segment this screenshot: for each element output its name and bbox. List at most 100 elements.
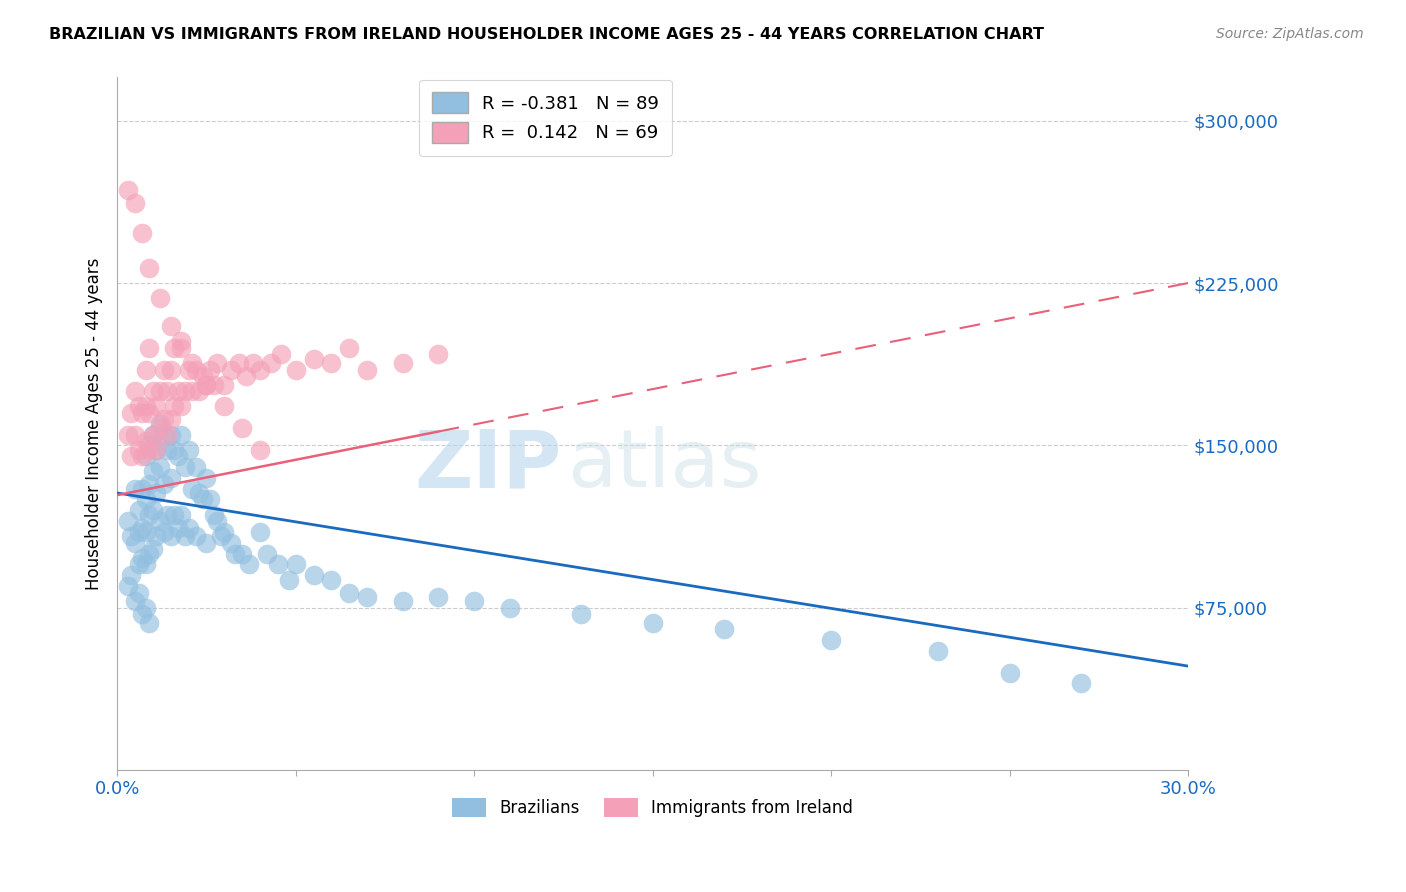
Point bbox=[131, 550, 153, 565]
Legend: Brazilians, Immigrants from Ireland: Brazilians, Immigrants from Ireland bbox=[446, 791, 859, 824]
Point bbox=[128, 503, 150, 517]
Point bbox=[184, 362, 207, 376]
Point bbox=[188, 384, 211, 399]
Point bbox=[198, 492, 221, 507]
Point bbox=[142, 464, 165, 478]
Point bbox=[167, 384, 190, 399]
Point bbox=[149, 417, 172, 431]
Point bbox=[156, 384, 179, 399]
Point bbox=[221, 535, 243, 549]
Point bbox=[820, 633, 842, 648]
Point bbox=[135, 434, 157, 448]
Point bbox=[117, 183, 139, 197]
Point bbox=[128, 442, 150, 457]
Point bbox=[174, 529, 197, 543]
Point bbox=[138, 341, 160, 355]
Point bbox=[135, 449, 157, 463]
Point bbox=[302, 351, 325, 366]
Point bbox=[191, 492, 214, 507]
Point bbox=[195, 377, 218, 392]
Point bbox=[138, 477, 160, 491]
Point bbox=[124, 482, 146, 496]
Point bbox=[156, 427, 179, 442]
Point bbox=[167, 520, 190, 534]
Point bbox=[149, 291, 172, 305]
Point bbox=[170, 334, 193, 349]
Text: ZIP: ZIP bbox=[415, 426, 561, 504]
Point bbox=[117, 427, 139, 442]
Point bbox=[121, 529, 143, 543]
Point bbox=[177, 362, 200, 376]
Point bbox=[202, 377, 225, 392]
Point bbox=[214, 524, 236, 539]
Point bbox=[228, 356, 250, 370]
Point bbox=[170, 427, 193, 442]
Point bbox=[121, 406, 143, 420]
Point bbox=[249, 524, 271, 539]
Point bbox=[142, 427, 165, 442]
Point bbox=[302, 568, 325, 582]
Point bbox=[128, 524, 150, 539]
Point bbox=[145, 400, 167, 414]
Point bbox=[128, 400, 150, 414]
Point bbox=[713, 623, 735, 637]
Point bbox=[124, 384, 146, 399]
Point bbox=[142, 427, 165, 442]
Point bbox=[124, 594, 146, 608]
Point bbox=[188, 486, 211, 500]
Point bbox=[191, 369, 214, 384]
Point bbox=[128, 585, 150, 599]
Point bbox=[499, 600, 522, 615]
Point bbox=[202, 508, 225, 522]
Point bbox=[998, 665, 1021, 680]
Point bbox=[128, 558, 150, 572]
Point bbox=[117, 579, 139, 593]
Point bbox=[135, 362, 157, 376]
Point bbox=[135, 558, 157, 572]
Point bbox=[205, 514, 228, 528]
Point bbox=[238, 558, 260, 572]
Point bbox=[138, 438, 160, 452]
Point bbox=[184, 460, 207, 475]
Point bbox=[145, 442, 167, 457]
Point bbox=[195, 471, 218, 485]
Point bbox=[163, 508, 186, 522]
Point bbox=[152, 362, 174, 376]
Point bbox=[181, 482, 204, 496]
Point bbox=[152, 427, 174, 442]
Point bbox=[321, 573, 343, 587]
Point bbox=[177, 442, 200, 457]
Point bbox=[167, 449, 190, 463]
Text: BRAZILIAN VS IMMIGRANTS FROM IRELAND HOUSEHOLDER INCOME AGES 25 - 44 YEARS CORRE: BRAZILIAN VS IMMIGRANTS FROM IRELAND HOU… bbox=[49, 27, 1045, 42]
Point bbox=[152, 412, 174, 426]
Point bbox=[177, 520, 200, 534]
Point bbox=[124, 196, 146, 211]
Point bbox=[214, 400, 236, 414]
Point bbox=[142, 503, 165, 517]
Text: atlas: atlas bbox=[567, 426, 762, 504]
Point bbox=[249, 362, 271, 376]
Point bbox=[569, 607, 592, 622]
Point bbox=[152, 524, 174, 539]
Point bbox=[391, 594, 413, 608]
Point bbox=[284, 558, 307, 572]
Point bbox=[337, 341, 360, 355]
Point bbox=[205, 356, 228, 370]
Point bbox=[124, 427, 146, 442]
Point bbox=[135, 600, 157, 615]
Point bbox=[149, 460, 172, 475]
Point bbox=[149, 384, 172, 399]
Point bbox=[156, 442, 179, 457]
Y-axis label: Householder Income Ages 25 - 44 years: Householder Income Ages 25 - 44 years bbox=[86, 258, 103, 590]
Point bbox=[142, 384, 165, 399]
Point bbox=[138, 547, 160, 561]
Point bbox=[138, 406, 160, 420]
Point bbox=[198, 362, 221, 376]
Point bbox=[138, 260, 160, 275]
Point bbox=[209, 529, 232, 543]
Point bbox=[121, 449, 143, 463]
Point bbox=[231, 547, 253, 561]
Point bbox=[121, 568, 143, 582]
Point bbox=[221, 362, 243, 376]
Point bbox=[131, 607, 153, 622]
